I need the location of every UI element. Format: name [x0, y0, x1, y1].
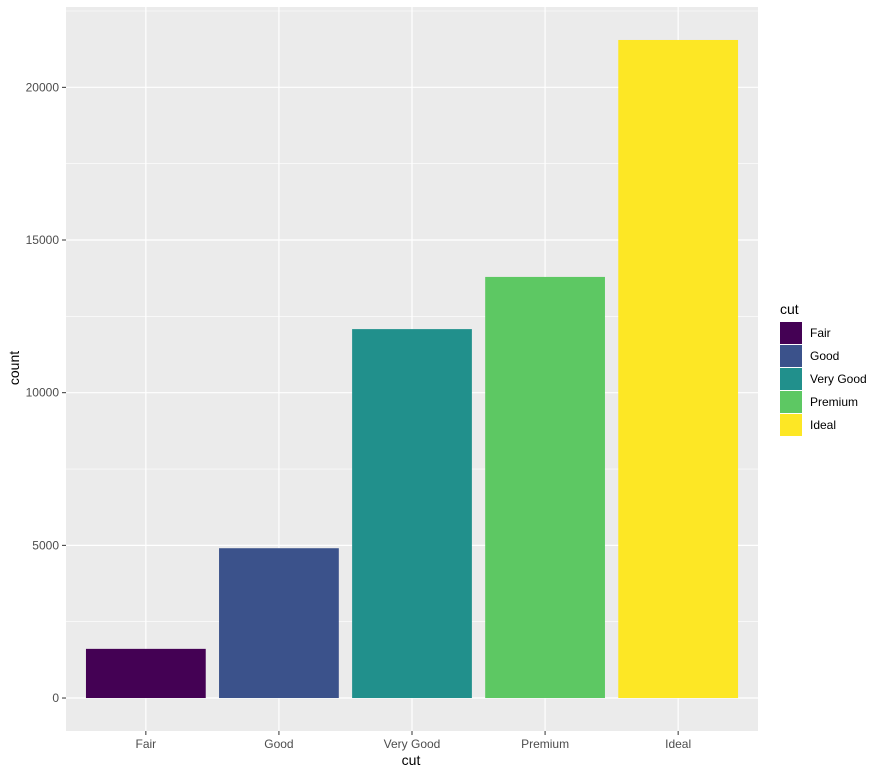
y-tick-label: 0 — [52, 691, 59, 705]
legend-label: Very Good — [810, 372, 867, 386]
bar-good — [219, 548, 339, 699]
y-tick-label: 20000 — [26, 80, 60, 94]
x-tick-label: Ideal — [665, 737, 691, 751]
legend-swatch — [780, 322, 802, 344]
legend: cut Fair Good Very Good Premium Ideal — [780, 301, 867, 436]
y-axis: 0 5000 10000 15000 20000 — [26, 80, 66, 705]
legend-label: Good — [810, 349, 839, 363]
legend-items: Fair Good Very Good Premium Ideal — [780, 322, 867, 436]
x-axis-title: cut — [402, 752, 421, 768]
legend-swatch — [780, 368, 802, 390]
legend-label: Fair — [810, 326, 831, 340]
bar-ideal — [618, 39, 739, 699]
x-tick-label: Very Good — [384, 737, 441, 751]
y-axis-title: count — [6, 351, 22, 385]
x-tick-label: Premium — [521, 737, 569, 751]
legend-swatch — [780, 345, 802, 367]
bar-premium — [485, 276, 605, 699]
legend-title: cut — [780, 301, 799, 317]
bar-fair — [85, 648, 206, 699]
x-tick-label: Good — [264, 737, 293, 751]
y-tick-label: 5000 — [32, 538, 59, 552]
x-axis: Fair Good Very Good Premium Ideal — [136, 731, 691, 751]
y-tick-label: 15000 — [26, 233, 60, 247]
legend-label: Premium — [810, 395, 858, 409]
legend-swatch — [780, 391, 802, 413]
legend-swatch — [780, 414, 802, 436]
bars — [85, 39, 739, 699]
bar-very-good — [352, 329, 472, 699]
x-tick-label: Fair — [136, 737, 157, 751]
legend-label: Ideal — [810, 418, 836, 432]
y-tick-label: 10000 — [26, 386, 60, 400]
